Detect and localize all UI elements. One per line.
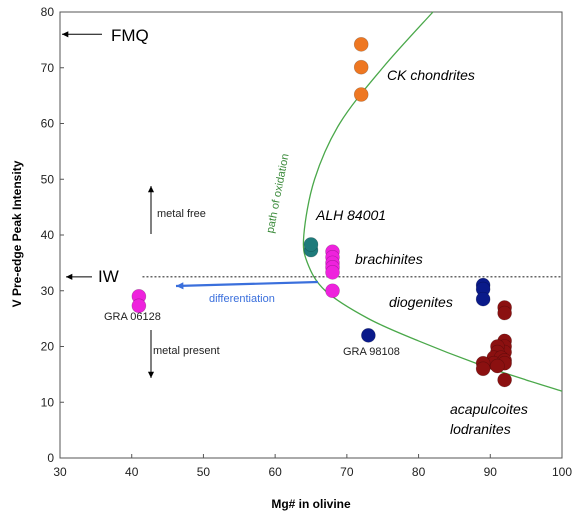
data-point-gra98108 bbox=[361, 328, 376, 343]
metal-free-label: metal free bbox=[157, 208, 206, 220]
metal-present-label: metal present bbox=[153, 345, 220, 357]
differentiation-label: differentiation bbox=[209, 293, 275, 305]
lodranites-label: lodranites bbox=[450, 421, 511, 437]
gra06128-label: GRA 06128 bbox=[104, 311, 161, 323]
x-tick-label: 50 bbox=[197, 465, 211, 479]
y-axis-title: V Pre-edge Peak Intensity bbox=[10, 160, 24, 307]
y-tick-label: 60 bbox=[41, 117, 55, 131]
acapulcoites-label: acapulcoites bbox=[450, 401, 528, 417]
ck-chondrites-label: CK chondrites bbox=[387, 67, 475, 83]
iw-label: IW bbox=[98, 267, 119, 286]
data-point-brachinite bbox=[325, 265, 340, 280]
brachinites-label: brachinites bbox=[355, 251, 423, 267]
curve-label: path of oxidation bbox=[264, 153, 291, 235]
y-tick-label: 50 bbox=[41, 172, 55, 186]
differentiation-arrow-head bbox=[176, 282, 184, 290]
labels-layer: Mg# in olivine V Pre-edge Peak Intensity… bbox=[10, 26, 528, 511]
metal-present-arrow-head bbox=[147, 371, 155, 378]
data-point-ck bbox=[353, 59, 369, 75]
differentiation-arrow bbox=[175, 280, 319, 288]
data-point-acapulcoite bbox=[497, 305, 512, 321]
diogenites-label: diogenites bbox=[389, 294, 453, 310]
x-tick-label: 90 bbox=[484, 465, 498, 479]
reference-layer bbox=[62, 31, 562, 378]
x-tick-label: 100 bbox=[552, 465, 572, 479]
y-tick-label: 10 bbox=[41, 395, 55, 409]
plot-area bbox=[59, 11, 563, 459]
y-tick-label: 0 bbox=[47, 451, 54, 465]
data-point-acapulcoite bbox=[475, 361, 491, 377]
alh84001-label: ALH 84001 bbox=[315, 207, 386, 223]
y-tick-label: 80 bbox=[41, 5, 55, 19]
x-tick-label: 30 bbox=[53, 465, 67, 479]
x-tick-label: 40 bbox=[125, 465, 139, 479]
fmq-label: FMQ bbox=[111, 26, 149, 45]
gra98108-label: GRA 98108 bbox=[343, 346, 400, 358]
metal-free-arrow-head bbox=[147, 186, 155, 193]
ticks-layer: 30 40 50 60 70 80 90 100 0 10 20 30 40 50 60 70 80 bbox=[41, 5, 573, 479]
y-tick-label: 20 bbox=[41, 340, 55, 354]
data-point-acapulcoite bbox=[490, 358, 505, 374]
fmq-arrow-head bbox=[62, 31, 69, 38]
y-tick-label: 30 bbox=[41, 284, 55, 298]
y-tick-label: 70 bbox=[41, 61, 55, 75]
data-point-ck bbox=[353, 87, 369, 102]
x-tick-label: 70 bbox=[340, 465, 354, 479]
data-point-gra06128 bbox=[131, 298, 147, 314]
iw-arrow-head bbox=[66, 273, 73, 280]
data-point-acapulcoite bbox=[497, 372, 512, 388]
y-tick-label: 40 bbox=[41, 228, 55, 242]
data-point-ck bbox=[353, 37, 369, 52]
data-points-layer bbox=[131, 37, 512, 388]
data-point-diogenite bbox=[475, 291, 491, 307]
x-tick-label: 60 bbox=[268, 465, 282, 479]
data-point-alh bbox=[303, 237, 319, 252]
x-tick-label: 80 bbox=[412, 465, 426, 479]
data-point-brachinite bbox=[325, 283, 340, 299]
plot-border bbox=[59, 11, 563, 459]
x-axis-title: Mg# in olivine bbox=[271, 497, 351, 511]
